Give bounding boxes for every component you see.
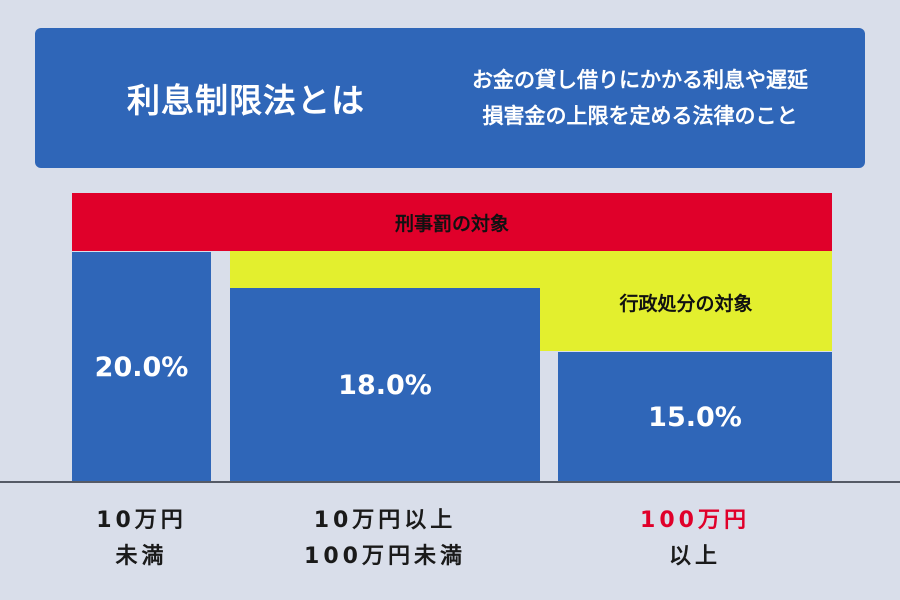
category-line: 10万円以上 — [313, 508, 457, 533]
criminal-penalty-band: 刑事罰の対象 — [72, 193, 832, 251]
rate-value: 20.0% — [94, 351, 189, 383]
category-line: 未満 — [115, 544, 168, 569]
category-line-highlight: 100万円 — [640, 508, 750, 533]
page-title: 利息制限法とは — [127, 81, 365, 120]
rate-bar-100k-to-1m: 18.0% — [230, 288, 540, 482]
rate-value: 18.0% — [338, 369, 432, 401]
header-description-line-2: 損害金の上限を定める法律のこと — [482, 104, 798, 128]
category-label-100k-to-1m: 10万円以上 100万円未満 — [230, 503, 540, 575]
baseline — [0, 481, 900, 483]
category-line: 10万円 — [96, 508, 187, 533]
category-label-under-100k: 10万円 未満 — [72, 503, 211, 575]
rate-bar-under-100k: 20.0% — [72, 252, 211, 482]
header-description: お金の貸し借りにかかる利息や遅延 損害金の上限を定める法律のこと — [435, 62, 845, 134]
category-line: 100万円未満 — [304, 544, 466, 569]
header-description-line-1: お金の貸し借りにかかる利息や遅延 — [472, 68, 808, 92]
administrative-action-label: 行政処分の対象 — [619, 292, 753, 315]
criminal-penalty-label: 刑事罰の対象 — [394, 212, 509, 235]
rate-value: 15.0% — [648, 401, 742, 433]
rate-bar-over-1m: 15.0% — [558, 352, 832, 482]
category-label-over-1m: 100万円 以上 — [558, 503, 832, 575]
header-banner: 利息制限法とは お金の貸し借りにかかる利息や遅延 損害金の上限を定める法律のこと — [35, 28, 865, 168]
category-line: 以上 — [668, 544, 721, 569]
